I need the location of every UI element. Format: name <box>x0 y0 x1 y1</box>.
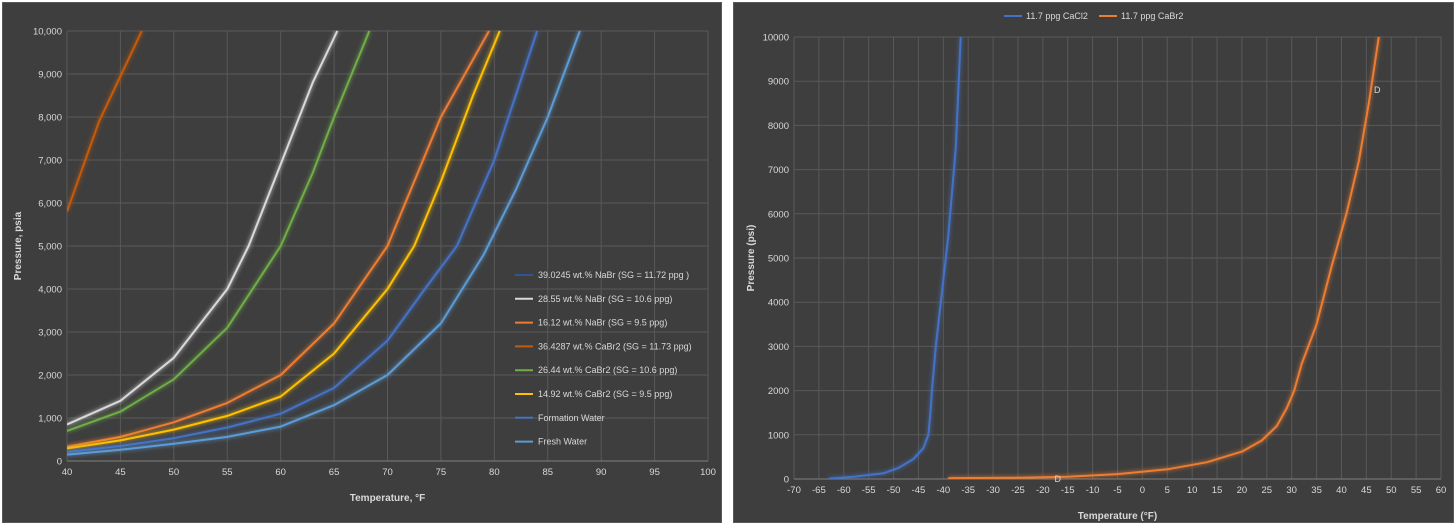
y-tick-label: 3,000 <box>38 328 62 339</box>
legend-label: 26.44 wt.% CaBr2 (SG = 10.6 ppg) <box>538 365 677 375</box>
x-tick-label: 100 <box>700 467 716 478</box>
legend-label: Formation Water <box>538 413 605 423</box>
series-line <box>828 36 962 479</box>
series-line <box>67 30 501 450</box>
y-axis-title: Pressure (psi) <box>746 225 757 292</box>
legend-label: 11.7 ppg CaBr2 <box>1121 11 1183 21</box>
x-tick-label: 50 <box>1386 485 1397 496</box>
y-tick-label: 5,000 <box>38 242 62 253</box>
x-tick-label: 45 <box>1361 485 1372 496</box>
x-tick-label: 80 <box>489 467 500 478</box>
x-tick-label: 55 <box>1411 485 1422 496</box>
y-tick-label: 8,000 <box>38 113 62 124</box>
x-tick-label: 85 <box>542 467 553 478</box>
x-tick-label: 60 <box>275 467 286 478</box>
right-chart-panel: -70 -65 -60 -55 -50 -45 -40 -35 -30 -25 -20 -15 -10-… <box>733 2 1454 523</box>
x-tick-label: 0 <box>1140 485 1145 496</box>
y-tick-label: 8000 <box>768 121 789 132</box>
left-chart: 40 45 50 55 60 65 70 75 80 85 90 95 100 0 1,000 2,000 3,… <box>13 27 716 505</box>
y-tick-label: 7000 <box>768 165 789 176</box>
legend-label: 39.0245 wt.% NaBr (SG = 11.72 ppg ) <box>538 270 689 280</box>
x-tick-label: -30 <box>986 485 1000 496</box>
x-tick-label: 5 <box>1165 485 1170 496</box>
y-tick-label: 6000 <box>768 209 789 220</box>
x-tick-label: -5 <box>1113 485 1121 496</box>
series-line <box>948 36 1380 479</box>
x-tick-label: 40 <box>62 467 73 478</box>
y-tick-label: 9000 <box>768 77 789 88</box>
x-tick-label: 60 <box>1436 485 1447 496</box>
left-chart-panel: 40 45 50 55 60 65 70 75 80 85 90 95 100 0 1,000 2,000 3,… <box>2 2 722 523</box>
x-tick-label: -50 <box>887 485 901 496</box>
x-tick-label: 35 <box>1311 485 1322 496</box>
series-line <box>67 30 371 432</box>
x-tick-label: 65 <box>329 467 340 478</box>
y-tick-label: 2000 <box>768 386 789 397</box>
y-tick-label: 2,000 <box>38 371 62 382</box>
y-tick-label: 10000 <box>763 33 789 44</box>
x-tick-label: -35 <box>961 485 975 496</box>
x-axis-title: Temperature, °F <box>350 493 426 504</box>
x-tick-label: -15 <box>1061 485 1075 496</box>
legend-label: Fresh Water <box>538 437 587 447</box>
x-tick-label: 30 <box>1286 485 1297 496</box>
x-tick-label: 20 <box>1237 485 1248 496</box>
x-tick-label: 70 <box>382 467 393 478</box>
x-tick-label: 75 <box>436 467 447 478</box>
y-tick-label: 3000 <box>768 342 789 353</box>
y-tick-label: 4,000 <box>38 285 62 296</box>
right-chart: -70 -65 -60 -55 -50 -45 -40 -35 -30 -25 -20 -15 -10-… <box>746 11 1447 522</box>
x-axis-title: Temperature (°F) <box>1078 511 1157 522</box>
y-tick-label: 1,000 <box>38 414 62 425</box>
x-tick-label: -45 <box>912 485 926 496</box>
x-tick-label: 25 <box>1262 485 1273 496</box>
annotation-label: D <box>1055 474 1062 484</box>
x-tick-label: -10 <box>1086 485 1100 496</box>
x-tick-label: -40 <box>936 485 950 496</box>
legend-label: 11.7 ppg CaCl2 <box>1026 11 1088 21</box>
series-line <box>67 30 581 456</box>
y-tick-label: 0 <box>57 457 62 468</box>
y-tick-label: 5000 <box>768 254 789 265</box>
series-line <box>67 30 339 426</box>
x-tick-label: -70 <box>787 485 801 496</box>
x-tick-label: -25 <box>1011 485 1025 496</box>
x-tick-label: 55 <box>222 467 233 478</box>
x-tick-label: -20 <box>1036 485 1050 496</box>
legend-label: 16.12 wt.% NaBr (SG = 9.5 ppg) <box>538 318 667 328</box>
y-tick-label: 4000 <box>768 298 789 309</box>
y-tick-label: 6,000 <box>38 199 62 210</box>
legend-label: 28.55 wt.% NaBr (SG = 10.6 ppg) <box>538 294 672 304</box>
y-axis-title: Pressure, psia <box>13 211 24 280</box>
y-tick-label: 10,000 <box>33 27 62 38</box>
x-tick-label: 50 <box>169 467 180 478</box>
x-tick-label: 40 <box>1336 485 1347 496</box>
x-tick-label: 90 <box>596 467 607 478</box>
y-tick-label: 9,000 <box>38 70 62 81</box>
y-tick-label: 0 <box>784 475 789 486</box>
series-line <box>67 30 539 453</box>
legend-label: 14.92 wt.% CaBr2 (SG = 9.5 ppg) <box>538 389 672 399</box>
legend-label: 36.4287 wt.% CaBr2 (SG = 11.73 ppg) <box>538 341 692 351</box>
x-tick-label: 15 <box>1212 485 1223 496</box>
x-tick-label: 10 <box>1187 485 1198 496</box>
x-tick-label: -60 <box>837 485 851 496</box>
y-tick-label: 7,000 <box>38 156 62 167</box>
annotation-label: D <box>1374 85 1381 95</box>
y-tick-label: 1000 <box>768 430 789 441</box>
series-line <box>67 30 490 448</box>
x-tick-label: -65 <box>812 485 826 496</box>
x-tick-label: 95 <box>649 467 660 478</box>
x-tick-label: -55 <box>862 485 876 496</box>
series-line <box>67 30 143 212</box>
x-tick-label: 45 <box>115 467 126 478</box>
